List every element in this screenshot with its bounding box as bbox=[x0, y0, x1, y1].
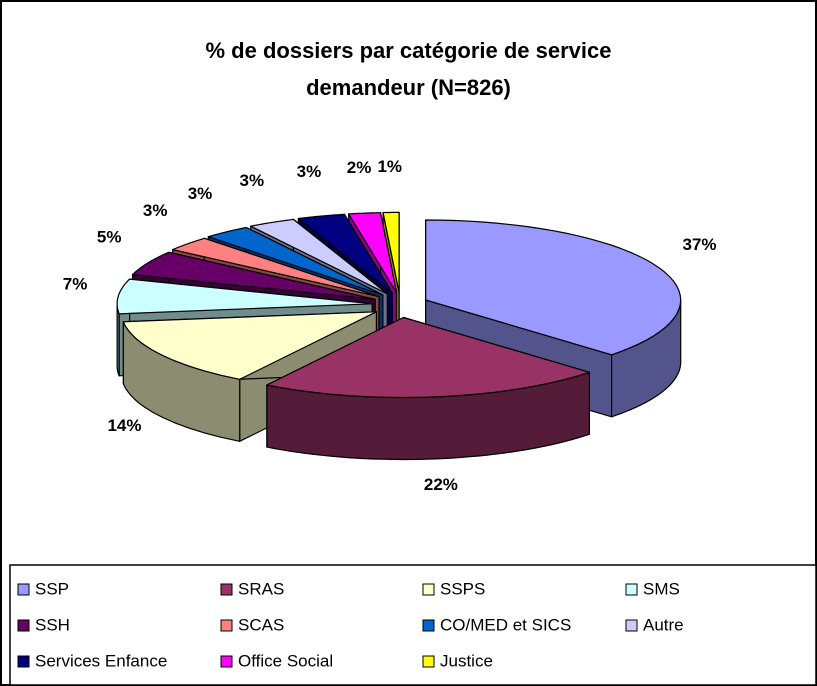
legend-label: SRAS bbox=[238, 579, 284, 598]
slice-top bbox=[297, 213, 393, 294]
legend: SSP SRAS SSPS SMS SSH SCAS CO/MED et SICS Autre… bbox=[17, 579, 684, 670]
legend-box bbox=[9, 564, 817, 686]
data-label: 3% bbox=[143, 201, 168, 220]
legend-label: Justice bbox=[440, 651, 493, 670]
legend-swatch bbox=[625, 619, 638, 632]
slice-top bbox=[250, 218, 388, 295]
data-label: 37% bbox=[682, 235, 716, 254]
slice-top bbox=[122, 311, 377, 380]
legend-label: Services Enfance bbox=[35, 651, 167, 670]
legend-label: Autre bbox=[643, 615, 684, 634]
legend-label: CO/MED et SICS bbox=[440, 615, 571, 634]
chart-title: % de dossiers par catégorie de service d… bbox=[205, 38, 612, 100]
slice-top bbox=[207, 226, 384, 296]
data-label: 5% bbox=[97, 228, 122, 247]
data-label: 3% bbox=[188, 184, 213, 203]
data-label: 22% bbox=[424, 475, 458, 494]
legend-swatch bbox=[220, 583, 233, 596]
legend-swatch bbox=[625, 583, 638, 596]
slice-top bbox=[425, 219, 682, 356]
data-label: 2% bbox=[347, 158, 372, 177]
pie: 1% 2% 3% 3% 3% 3% 5% 37% 7% 14% 22% bbox=[63, 157, 717, 494]
legend-swatch bbox=[220, 619, 233, 632]
data-label: 3% bbox=[297, 162, 322, 181]
slice-top bbox=[172, 237, 380, 298]
slice-top bbox=[116, 278, 373, 315]
legend-label: Office Social bbox=[238, 651, 333, 670]
slice-top bbox=[382, 211, 400, 293]
legend-swatch bbox=[422, 583, 435, 596]
slice-outer-wall bbox=[116, 303, 120, 377]
legend-swatch bbox=[220, 655, 233, 668]
pie-slice bbox=[266, 316, 590, 461]
legend-label: SCAS bbox=[238, 615, 284, 634]
data-label: 7% bbox=[63, 274, 88, 293]
data-label: 3% bbox=[240, 171, 265, 190]
legend-swatch bbox=[17, 619, 30, 632]
slice-top bbox=[266, 316, 590, 399]
slice-top bbox=[131, 251, 376, 300]
legend-label: SMS bbox=[643, 579, 680, 598]
data-label: 1% bbox=[377, 157, 402, 176]
legend-swatch bbox=[17, 655, 30, 668]
legend-swatch bbox=[422, 655, 435, 668]
legend-label: SSP bbox=[35, 579, 69, 598]
legend-label: SSPS bbox=[440, 579, 485, 598]
slice-top bbox=[348, 212, 398, 294]
legend-label: SSH bbox=[35, 615, 70, 634]
legend-swatch bbox=[422, 619, 435, 632]
data-label: 14% bbox=[107, 416, 141, 435]
legend-swatch bbox=[17, 583, 30, 596]
